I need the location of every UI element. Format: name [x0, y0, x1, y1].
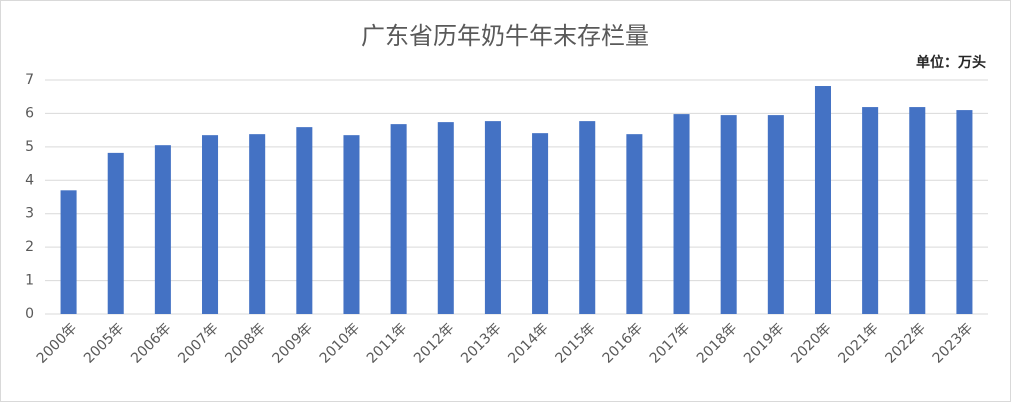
bar	[814, 86, 831, 314]
chart-title: 广东省历年奶牛年末存栏量	[361, 22, 649, 50]
bar	[437, 122, 454, 315]
y-tick-label: 4	[25, 172, 34, 188]
bar	[767, 115, 784, 314]
bar	[956, 110, 973, 314]
bar	[484, 121, 501, 314]
bar	[862, 107, 879, 314]
bar	[579, 121, 596, 314]
bar	[249, 134, 266, 314]
bar	[107, 152, 124, 314]
unit-label: 单位：万头	[916, 54, 986, 71]
bar	[296, 127, 313, 315]
bar	[626, 134, 643, 314]
bar	[60, 190, 77, 314]
y-tick-label: 6	[25, 105, 34, 121]
bar	[720, 115, 737, 314]
bar	[202, 135, 219, 314]
y-tick-label: 2	[25, 239, 34, 255]
bar	[909, 107, 926, 314]
y-tick-label: 0	[25, 306, 34, 322]
bar	[673, 114, 690, 315]
bar	[390, 124, 407, 314]
bar	[532, 133, 549, 314]
bar	[343, 135, 360, 314]
y-tick-label: 7	[25, 72, 34, 88]
bar	[154, 145, 171, 314]
y-tick-label: 3	[25, 206, 34, 222]
y-tick-label: 5	[25, 139, 34, 155]
y-tick-label: 1	[25, 273, 34, 289]
